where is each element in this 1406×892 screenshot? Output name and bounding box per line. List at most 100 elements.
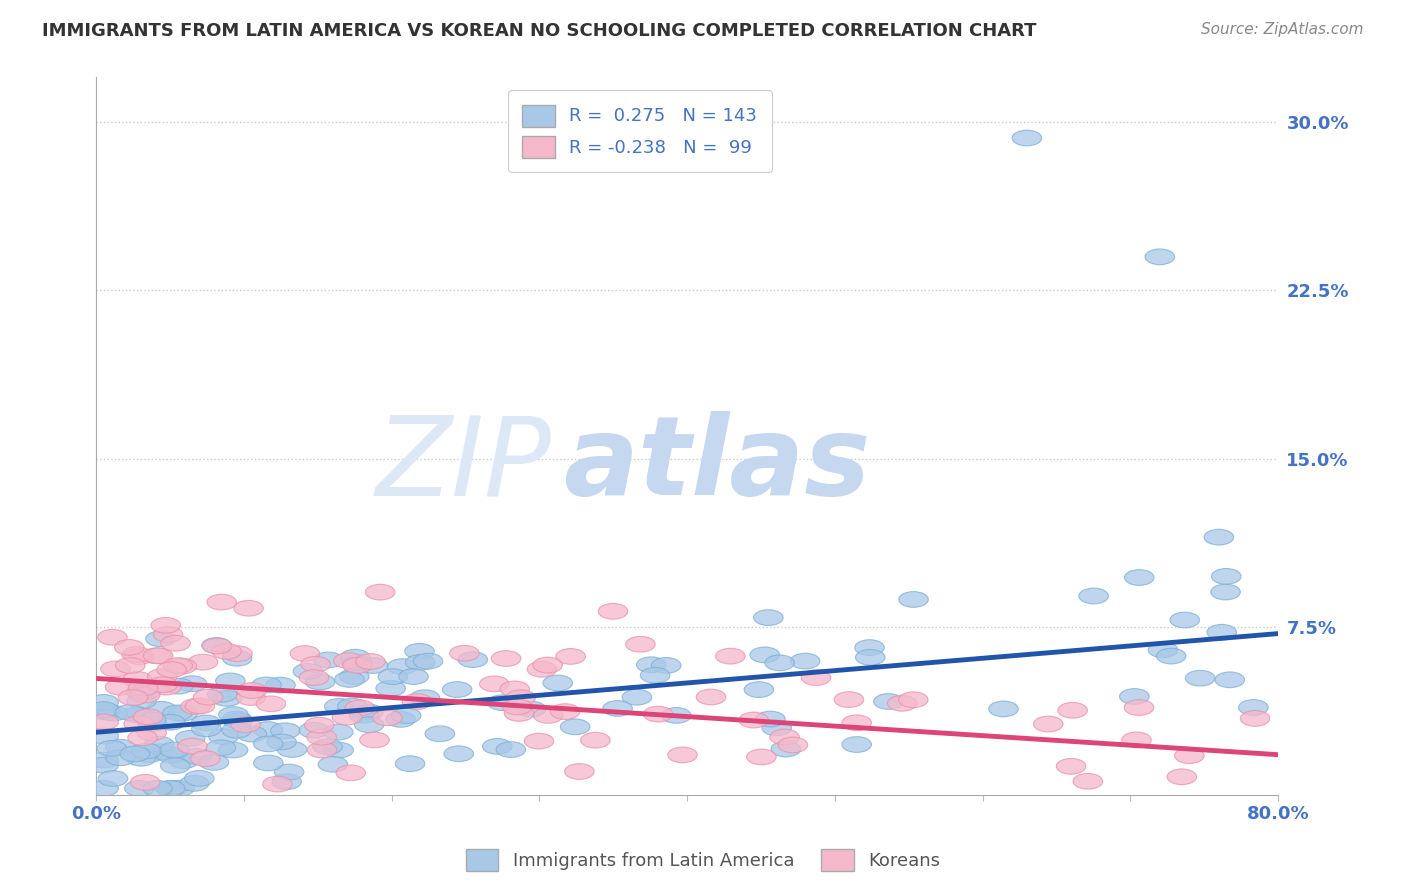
Ellipse shape [450, 646, 479, 661]
Ellipse shape [131, 684, 160, 699]
Ellipse shape [256, 696, 285, 712]
Ellipse shape [533, 657, 562, 673]
Ellipse shape [136, 712, 166, 728]
Ellipse shape [253, 722, 283, 738]
Ellipse shape [506, 690, 536, 706]
Ellipse shape [603, 700, 633, 716]
Ellipse shape [124, 648, 153, 665]
Ellipse shape [887, 696, 917, 711]
Legend: Immigrants from Latin America, Koreans: Immigrants from Latin America, Koreans [458, 842, 948, 879]
Ellipse shape [212, 690, 242, 706]
Ellipse shape [122, 672, 152, 687]
Ellipse shape [253, 755, 283, 771]
Ellipse shape [1125, 699, 1154, 715]
Ellipse shape [299, 723, 329, 738]
Ellipse shape [89, 702, 118, 717]
Ellipse shape [152, 680, 181, 695]
Ellipse shape [366, 584, 395, 600]
Ellipse shape [252, 677, 281, 693]
Ellipse shape [873, 694, 903, 709]
Ellipse shape [150, 617, 180, 633]
Ellipse shape [359, 657, 388, 673]
Ellipse shape [323, 724, 353, 740]
Ellipse shape [308, 742, 337, 758]
Ellipse shape [183, 748, 212, 764]
Ellipse shape [790, 653, 820, 669]
Ellipse shape [1057, 702, 1087, 718]
Ellipse shape [458, 652, 488, 667]
Ellipse shape [222, 646, 252, 662]
Ellipse shape [167, 658, 197, 674]
Ellipse shape [360, 732, 389, 747]
Ellipse shape [550, 704, 579, 720]
Ellipse shape [208, 729, 238, 745]
Ellipse shape [186, 698, 215, 714]
Ellipse shape [501, 681, 530, 697]
Ellipse shape [842, 715, 872, 731]
Ellipse shape [488, 695, 517, 711]
Ellipse shape [1170, 612, 1199, 628]
Ellipse shape [762, 720, 792, 736]
Ellipse shape [444, 746, 474, 762]
Ellipse shape [527, 661, 557, 677]
Ellipse shape [391, 708, 420, 723]
Ellipse shape [163, 678, 193, 694]
Ellipse shape [157, 780, 187, 797]
Ellipse shape [222, 723, 252, 738]
Ellipse shape [337, 698, 367, 714]
Ellipse shape [343, 657, 373, 673]
Ellipse shape [231, 717, 260, 732]
Ellipse shape [145, 744, 174, 760]
Ellipse shape [160, 742, 190, 758]
Ellipse shape [373, 710, 402, 725]
Ellipse shape [443, 681, 472, 698]
Ellipse shape [176, 731, 205, 747]
Ellipse shape [834, 691, 863, 707]
Ellipse shape [153, 626, 183, 642]
Ellipse shape [339, 669, 368, 684]
Ellipse shape [145, 737, 174, 752]
Ellipse shape [855, 649, 884, 665]
Ellipse shape [855, 640, 884, 656]
Ellipse shape [122, 647, 152, 663]
Ellipse shape [1239, 699, 1268, 715]
Ellipse shape [160, 635, 190, 651]
Ellipse shape [89, 714, 118, 730]
Ellipse shape [97, 630, 128, 645]
Ellipse shape [202, 638, 232, 654]
Ellipse shape [755, 711, 785, 727]
Ellipse shape [177, 739, 207, 754]
Ellipse shape [191, 751, 221, 766]
Ellipse shape [98, 706, 128, 721]
Ellipse shape [318, 756, 347, 772]
Ellipse shape [661, 707, 692, 723]
Ellipse shape [193, 690, 224, 705]
Ellipse shape [1185, 671, 1215, 686]
Ellipse shape [89, 757, 118, 773]
Ellipse shape [253, 736, 283, 752]
Ellipse shape [1240, 711, 1270, 726]
Ellipse shape [165, 780, 194, 797]
Ellipse shape [561, 719, 591, 735]
Ellipse shape [340, 649, 370, 665]
Ellipse shape [543, 675, 572, 690]
Ellipse shape [524, 733, 554, 749]
Ellipse shape [274, 764, 304, 780]
Ellipse shape [188, 654, 218, 670]
Ellipse shape [169, 753, 198, 769]
Ellipse shape [356, 654, 385, 669]
Ellipse shape [333, 653, 363, 668]
Ellipse shape [163, 705, 193, 721]
Text: Source: ZipAtlas.com: Source: ZipAtlas.com [1201, 22, 1364, 37]
Ellipse shape [238, 682, 267, 698]
Ellipse shape [621, 690, 652, 705]
Ellipse shape [128, 680, 157, 696]
Ellipse shape [354, 704, 384, 720]
Ellipse shape [555, 648, 585, 665]
Ellipse shape [640, 667, 669, 683]
Ellipse shape [163, 657, 193, 673]
Ellipse shape [89, 695, 118, 710]
Ellipse shape [332, 709, 361, 725]
Ellipse shape [277, 741, 307, 757]
Ellipse shape [637, 657, 666, 673]
